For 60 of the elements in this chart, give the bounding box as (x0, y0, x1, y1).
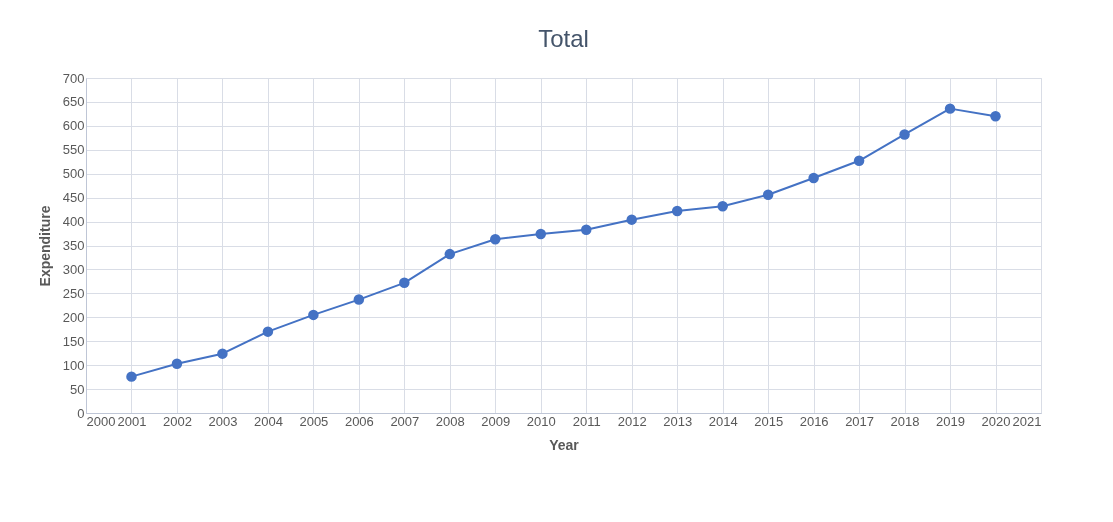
y-tick-label: 550 (62, 142, 85, 158)
x-tick-label: 2020 (981, 413, 1011, 429)
point (580, 224, 592, 235)
y-tick-label: 500 (62, 166, 85, 182)
x-tick-label: 2004 (253, 413, 283, 429)
point (944, 103, 956, 114)
point (308, 309, 319, 321)
point (171, 358, 183, 369)
point (899, 129, 910, 140)
y-tick-label: 400 (62, 214, 85, 230)
y-tick-label: 600 (62, 118, 85, 134)
point (399, 277, 410, 289)
x-tick-label: 2018 (890, 413, 920, 429)
x-tick-label: 2019 (936, 413, 966, 429)
point (444, 248, 456, 260)
point (490, 234, 501, 245)
x-tick-label: 2010 (526, 413, 556, 429)
point (671, 205, 683, 217)
point (262, 326, 274, 337)
x-tick-label: 2006 (344, 413, 374, 429)
x-tick-label: 2002 (162, 413, 192, 429)
x-tick-label: 2001 (117, 413, 147, 429)
x-tick-label: 2021 (1012, 413, 1042, 429)
point (217, 348, 228, 359)
x-tick-label: 2000 (86, 413, 116, 429)
x-tick-label: 2017 (845, 413, 875, 429)
y-tick-label: 300 (62, 261, 85, 277)
point (626, 214, 637, 225)
point (717, 201, 728, 212)
x-tick-label: 2008 (435, 413, 465, 429)
x-tick-label: 2009 (481, 413, 511, 429)
y-tick-label: 0 (77, 405, 85, 421)
y-tick-label: 200 (62, 309, 85, 325)
point (126, 371, 137, 382)
x-axis-title: Year (549, 436, 580, 453)
x-tick-label: 2014 (708, 413, 738, 429)
point (853, 155, 865, 167)
x-tick-label: 2012 (617, 413, 647, 429)
y-tick-label: 350 (62, 238, 85, 253)
x-tick-label: 2005 (299, 413, 329, 429)
y-tick-label: 650 (62, 94, 85, 110)
y-tick-label: 700 (62, 70, 85, 86)
x-tick-label: 2015 (754, 413, 784, 429)
y-tick-label: 250 (62, 285, 85, 301)
point (808, 172, 819, 184)
x-tick-label: 2013 (663, 413, 693, 429)
y-tick-label: 150 (62, 333, 85, 349)
point (353, 294, 365, 305)
point (535, 228, 547, 240)
y-axis-title: Expenditure (36, 205, 53, 287)
chart-title: Total (538, 25, 589, 52)
x-tick-label: 2016 (799, 413, 829, 429)
y-tick-label: 100 (62, 357, 85, 373)
y-tick-label: 50 (70, 381, 85, 397)
x-tick-label: 2003 (208, 413, 238, 429)
point (990, 111, 1001, 122)
x-tick-label: 2007 (390, 413, 420, 429)
x-tick-label: 2011 (572, 413, 601, 429)
y-tick-label: 450 (62, 190, 85, 206)
point (762, 189, 774, 201)
